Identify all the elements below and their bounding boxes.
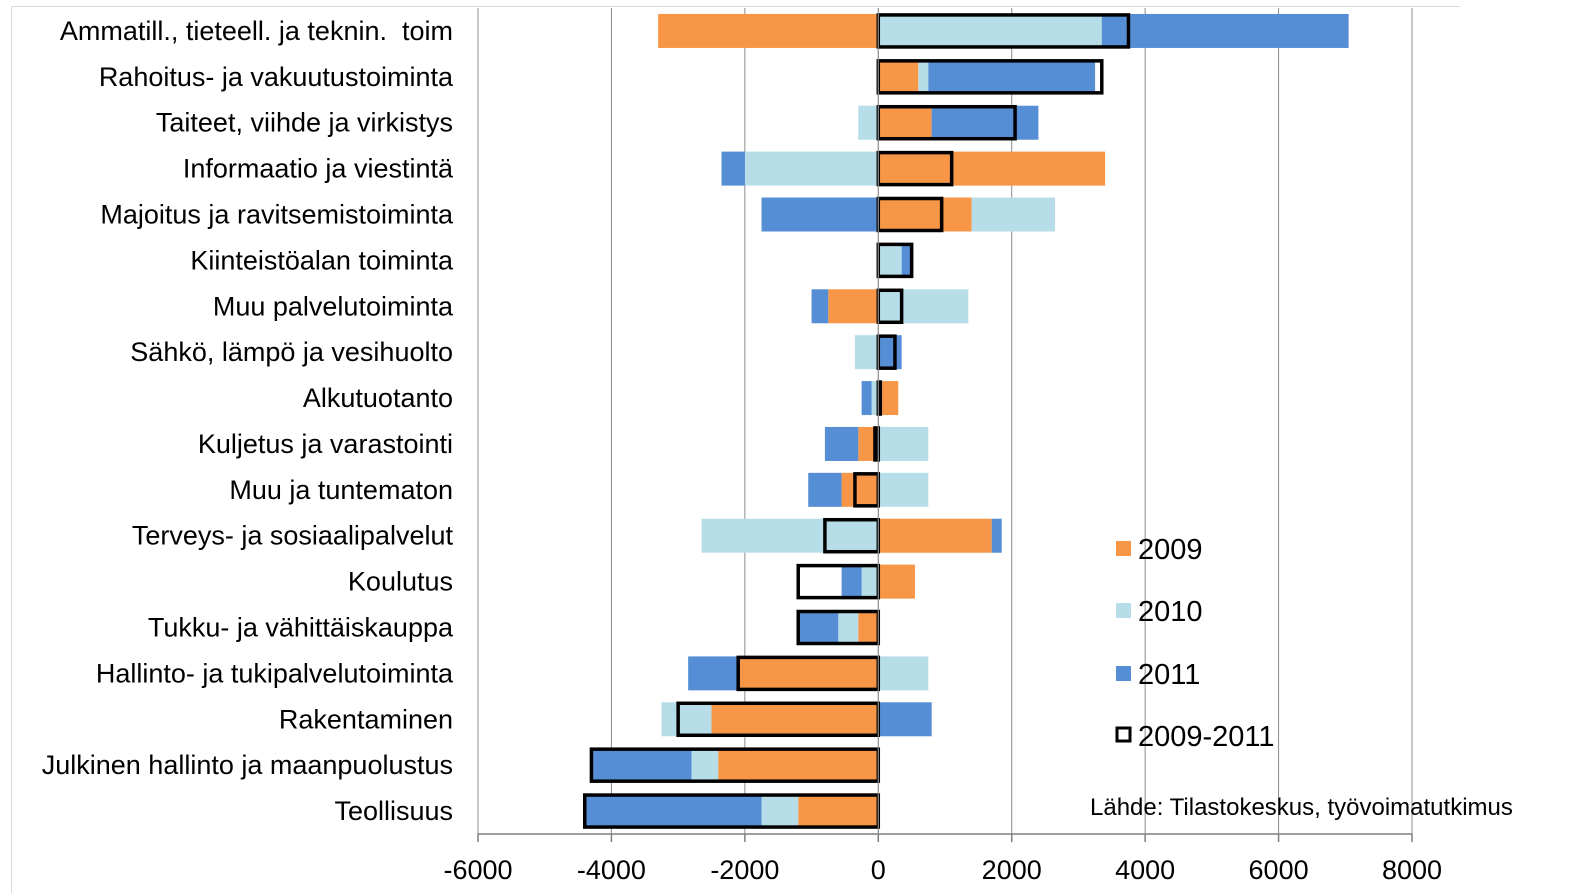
x-tick-label--6000: -6000 <box>443 855 512 885</box>
bar-2009-16 <box>718 748 879 783</box>
legend-swatch-2011 <box>1116 666 1131 681</box>
bar-2011-1 <box>928 59 1096 94</box>
bar-2009-3 <box>878 151 1106 186</box>
x-tick-label-6000: 6000 <box>1249 855 1309 885</box>
bar-2010-17 <box>761 794 799 829</box>
category-label-1: Rahoitus- ja vakuutustoiminta <box>99 62 454 92</box>
bar-2009-4 <box>878 197 972 232</box>
bar-2011-16 <box>591 748 692 783</box>
bar-2010-1 <box>918 59 929 94</box>
legend: 2009 2010 2011 2009-2011 <box>1115 534 1275 753</box>
bar-2011-0 <box>1101 13 1349 48</box>
bar-2010-4 <box>971 197 1056 232</box>
category-label-15: Rakentaminen <box>279 704 453 734</box>
bar-2011-10 <box>808 472 842 507</box>
bar-2009-12 <box>878 564 915 599</box>
bar-2011-6 <box>811 289 829 324</box>
category-label-13: Tukku- ja vähittäiskauppa <box>148 613 454 643</box>
bar-2010-0 <box>878 13 1102 48</box>
bar-2011-5 <box>901 243 912 278</box>
bar-2010-16 <box>691 748 719 783</box>
bar-2011-13 <box>798 610 839 645</box>
bar-2009-13 <box>858 610 879 645</box>
category-label-8: Alkutuotanto <box>303 383 453 413</box>
legend-swatch-2009 <box>1116 541 1131 556</box>
bar-2010-3 <box>744 151 879 186</box>
category-labels: Ammatill., tieteell. ja teknin. toim Raho… <box>42 16 454 826</box>
legend-label-2011: 2011 <box>1138 659 1200 691</box>
bar-2010-9 <box>878 426 929 461</box>
bar-2010-10 <box>878 472 929 507</box>
bar-2011-17 <box>584 794 762 829</box>
bar-2010-6 <box>878 289 969 324</box>
category-label-16: Julkinen hallinto ja maanpuolustus <box>42 750 453 780</box>
bar-2011-14 <box>688 656 739 691</box>
category-label-2: Taiteet, viihde ja virkistys <box>156 108 453 138</box>
bar-2010-5 <box>878 243 902 278</box>
category-label-3: Informaatio ja viestintä <box>183 154 454 184</box>
legend-swatch-2009-2011 <box>1115 726 1132 743</box>
bar-2009-15 <box>711 702 879 737</box>
x-tick-label-0: 0 <box>871 855 886 885</box>
bar-2011-7 <box>878 335 902 370</box>
bar-2009-11 <box>878 518 992 553</box>
bar-2011-11 <box>991 518 1002 553</box>
category-label-17: Teollisuus <box>334 796 453 826</box>
bar-2009-10 <box>841 472 879 507</box>
category-label-4: Majoitus ja ravitsemistoiminta <box>100 200 454 230</box>
category-label-6: Muu palvelutoiminta <box>213 291 454 321</box>
bar-2011-9 <box>824 426 859 461</box>
x-tick-label--2000: -2000 <box>710 855 779 885</box>
gridlines <box>11 6 1460 893</box>
bar-2009-0 <box>658 13 879 48</box>
bar-2011-4 <box>761 197 879 232</box>
bar-2010-13 <box>838 610 859 645</box>
category-label-5: Kiinteistöalan toiminta <box>190 245 454 275</box>
x-tick-label-4000: 4000 <box>1115 855 1175 885</box>
bar-2009-8 <box>878 381 899 416</box>
bar-2009-6 <box>828 289 879 324</box>
bar-2009-17 <box>798 794 879 829</box>
bars <box>584 13 1349 829</box>
legend-label-2009-2011: 2009-2011 <box>1138 721 1275 753</box>
x-tick-label-8000: 8000 <box>1382 855 1442 885</box>
category-label-11: Terveys- ja sosiaalipalvelut <box>132 521 454 551</box>
category-label-7: Sähkö, lämpö ja vesihuolto <box>130 337 453 367</box>
bar-2010-7 <box>854 335 879 370</box>
bar-2010-8 <box>871 381 879 416</box>
bar-2011-12 <box>841 564 862 599</box>
category-label-9: Kuljetus ja varastointi <box>198 429 453 459</box>
bar-2009-2 <box>878 105 932 140</box>
x-tick-label--4000: -4000 <box>577 855 646 885</box>
bar-2010-14 <box>878 656 929 691</box>
bar-2011-8 <box>861 381 872 416</box>
legend-label-2009: 2009 <box>1138 534 1203 566</box>
source-note: Lähde: Tilastokeskus, työvoimatutkimus <box>1090 794 1513 821</box>
category-label-0: Ammatill., tieteell. ja teknin. toim <box>60 16 453 46</box>
bar-2011-15 <box>878 702 932 737</box>
bar-2009-14 <box>738 656 879 691</box>
legend-label-2010: 2010 <box>1138 596 1203 628</box>
category-label-10: Muu ja tuntematon <box>229 475 453 505</box>
bar-2011-3 <box>721 151 745 186</box>
bar-2009-1 <box>878 59 919 94</box>
bar-2010-11 <box>701 518 879 553</box>
bar-2011-2 <box>931 105 1039 140</box>
x-axis: -6000 -4000 -2000 0 2000 4000 6000 8000 <box>443 8 1442 885</box>
bar-2010-2 <box>858 105 879 140</box>
category-label-12: Koulutus <box>348 567 453 597</box>
bar-2010-12 <box>861 564 879 599</box>
bar-2010-15 <box>661 702 712 737</box>
x-tick-label-2000: 2000 <box>982 855 1042 885</box>
legend-swatch-2010 <box>1116 603 1131 618</box>
category-label-14: Hallinto- ja tukipalvelutoiminta <box>96 658 454 688</box>
